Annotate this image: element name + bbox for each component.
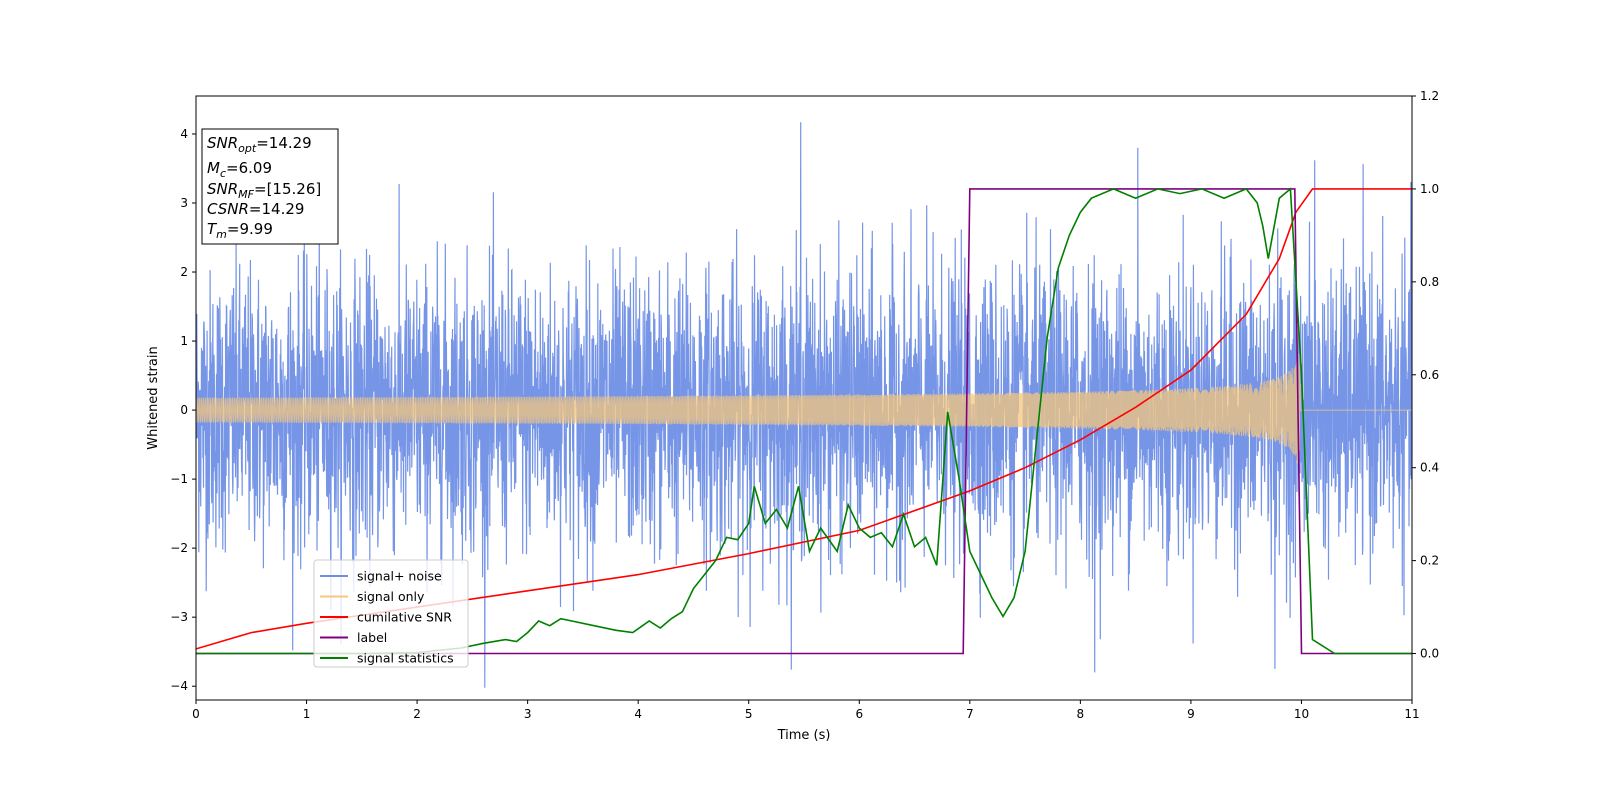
legend-frame (313, 559, 469, 668)
y-left-tick-label: 1 (180, 334, 188, 348)
y-axis-label-left: Whitened strain (146, 346, 161, 449)
y-right-tick-label: 0.2 (1420, 554, 1439, 568)
y-right-tick-label: 0.6 (1420, 368, 1439, 382)
y-left-tick-label: 2 (180, 265, 188, 279)
annotation-line: SNRMF=[15.26] (207, 180, 321, 201)
y-right-tick-label: 0.8 (1420, 275, 1439, 289)
y-left-tick-label: 3 (180, 196, 188, 210)
x-tick-label: 6 (855, 707, 863, 721)
series-label (196, 188, 1412, 655)
legend-label: signal only (357, 589, 425, 604)
plot-frame (195, 95, 1413, 701)
x-tick-label: 4 (634, 707, 642, 721)
axis-ticks: 0 1 2 3 4 5 6 7 8 9 10 1143210−1−2−3−41.21.00.80.60… (170, 89, 1439, 721)
legend-label: signal statistics (357, 651, 454, 666)
legend-label: signal+ noise (357, 569, 442, 584)
x-tick-label: 10 (1294, 707, 1309, 721)
annotation-line: SNRopt=14.29 (207, 134, 312, 155)
annotation-line: CSNR=14.29 (207, 200, 304, 218)
annotation-line: Mc=6.09 (207, 159, 272, 180)
y-left-tick-label: −2 (170, 541, 188, 555)
x-tick-label: 1 (303, 707, 311, 721)
legend-label: label (357, 630, 387, 645)
y-left-tick-label: 0 (180, 403, 188, 417)
y-right-tick-label: 0.0 (1420, 647, 1439, 661)
x-tick-label: 9 (1187, 707, 1195, 721)
x-tick-label: 11 (1404, 707, 1419, 721)
series-signal-only (196, 353, 1412, 465)
x-tick-label: 0 (192, 707, 200, 721)
y-left-tick-label: −4 (170, 679, 188, 693)
y-left-tick-label: 4 (180, 127, 188, 141)
legend-label: cumilative SNR (357, 610, 452, 625)
y-right-tick-label: 0.4 (1420, 461, 1439, 475)
x-tick-label: 5 (745, 707, 753, 721)
series-signal-statistics (196, 187, 1412, 655)
annotation-line: Tm=9.99 (207, 220, 273, 241)
annotation-frame (201, 128, 339, 245)
x-tick-label: 3 (524, 707, 532, 721)
x-tick-label: 7 (966, 707, 974, 721)
annotation-box: SNRopt=14.29 Mc=6.09SNRMF=[15.26]CSNR=14.… (201, 128, 339, 245)
y-left-tick-label: −1 (170, 472, 188, 486)
x-axis-label: Time (s) (777, 728, 831, 743)
legend: signal+ noise signal only cumilative SNR la… (313, 559, 469, 668)
y-right-tick-label: 1.2 (1420, 89, 1439, 103)
x-tick-label: 8 (1077, 707, 1085, 721)
y-left-tick-label: −3 (170, 610, 188, 624)
x-tick-label: 2 (413, 707, 421, 721)
y-right-tick-label: 1.0 (1420, 182, 1439, 196)
